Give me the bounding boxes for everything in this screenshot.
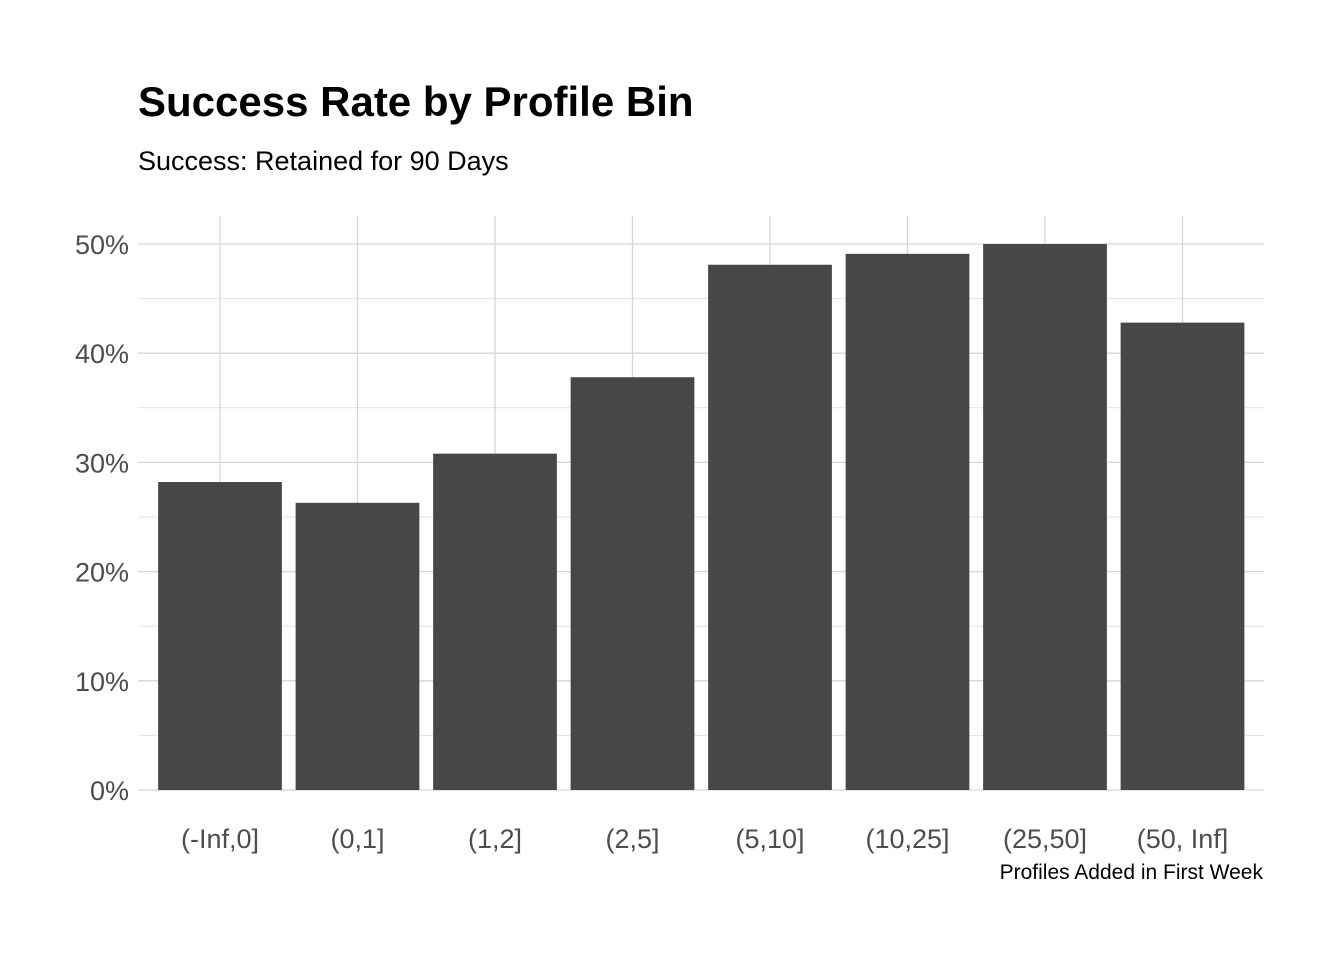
- y-tick-label: 20%: [75, 558, 129, 588]
- bar: [708, 264, 832, 790]
- bar: [1120, 322, 1245, 790]
- bars: [158, 244, 1245, 790]
- x-axis-ticks: (-Inf,0] (0,1] (1,2] (2,5] (5,10] (10,25] (25,…: [181, 824, 1228, 854]
- x-tick-label: (2,5]: [605, 824, 659, 854]
- x-tick-label: (0,1]: [330, 824, 384, 854]
- chart-subtitle: Success: Retained for 90 Days: [138, 146, 509, 176]
- y-axis-ticks: 0% 10% 20% 30% 40% 50%: [75, 230, 129, 806]
- bar: [570, 377, 695, 790]
- x-tick-label: (1,2]: [468, 824, 522, 854]
- x-tick-label: (50, Inf]: [1137, 824, 1229, 854]
- bar: [295, 502, 420, 790]
- bar: [845, 253, 970, 790]
- x-tick-label: (-Inf,0]: [181, 824, 259, 854]
- y-tick-label: 50%: [75, 230, 129, 260]
- bar: [158, 482, 282, 790]
- y-tick-label: 0%: [90, 776, 129, 806]
- bar: [983, 244, 1107, 790]
- x-tick-label: (25,50]: [1003, 824, 1087, 854]
- y-tick-label: 40%: [75, 339, 129, 369]
- x-tick-label: (10,25]: [865, 824, 949, 854]
- x-axis-title: Profiles Added in First Week: [1000, 861, 1264, 884]
- chart-title: Success Rate by Profile Bin: [138, 78, 694, 125]
- bar: [433, 453, 557, 790]
- x-tick-label: (5,10]: [735, 824, 804, 854]
- y-tick-label: 30%: [75, 448, 129, 478]
- y-tick-label: 10%: [75, 667, 129, 697]
